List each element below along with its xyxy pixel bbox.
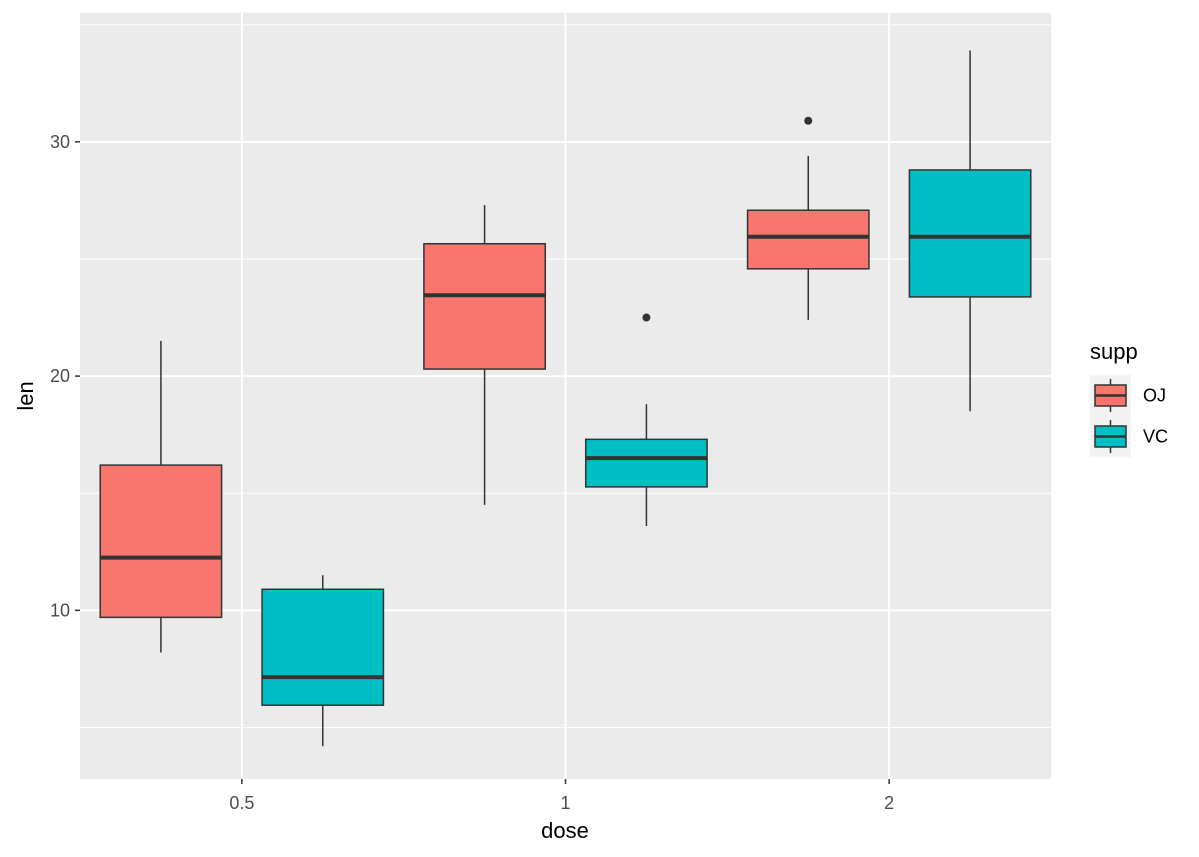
legend-label: OJ xyxy=(1143,386,1166,406)
legend-title: supp xyxy=(1090,339,1138,364)
box-body xyxy=(99,464,223,619)
major-gridlines xyxy=(80,13,1051,779)
box-vc-dose-0.5 xyxy=(261,575,385,747)
box-oj-dose-2 xyxy=(746,116,870,320)
outlier-point xyxy=(642,313,651,322)
x-axis-title: dose xyxy=(541,818,589,843)
x-axis: 0.5 1 2 xyxy=(229,779,894,813)
y-axis-title: len xyxy=(13,381,38,410)
y-tick-label: 30 xyxy=(50,132,70,152)
box-body xyxy=(261,588,385,706)
boxes-layer xyxy=(99,50,1032,747)
box-oj-dose-1 xyxy=(423,205,547,505)
legend-label: VC xyxy=(1143,427,1168,447)
legend: supp OJ VC xyxy=(1090,339,1168,457)
x-tick-label: 1 xyxy=(560,793,570,813)
y-axis: 10 20 30 xyxy=(50,132,80,620)
box-body xyxy=(584,438,708,488)
x-tick-label: 2 xyxy=(884,793,894,813)
outlier-point xyxy=(804,116,813,125)
box-vc-dose-1 xyxy=(584,313,708,527)
box-vc-dose-2 xyxy=(908,50,1032,412)
legend-item-oj: OJ xyxy=(1090,375,1166,416)
box-body xyxy=(908,169,1032,298)
legend-item-vc: VC xyxy=(1090,416,1168,457)
y-tick-label: 10 xyxy=(50,600,70,620)
y-tick-label: 20 xyxy=(50,366,70,386)
x-tick-label: 0.5 xyxy=(229,793,254,813)
box-oj-dose-0.5 xyxy=(99,340,223,653)
box-body xyxy=(423,242,547,370)
box-body xyxy=(746,209,870,270)
